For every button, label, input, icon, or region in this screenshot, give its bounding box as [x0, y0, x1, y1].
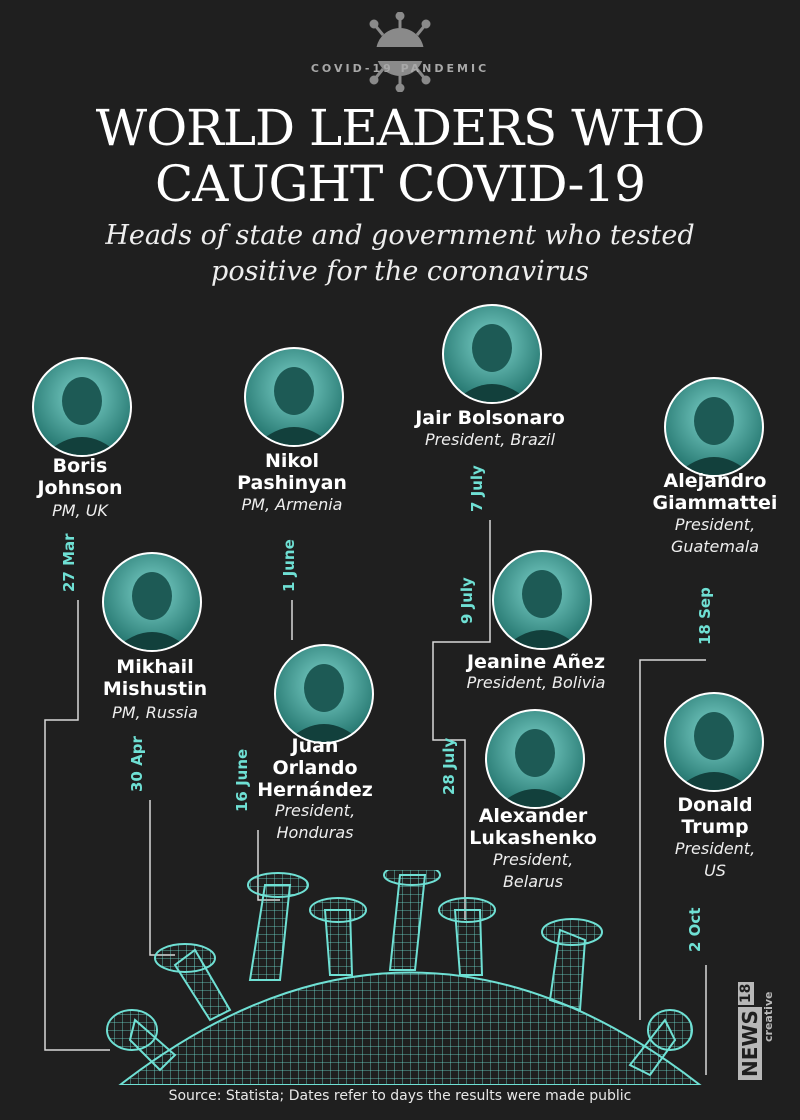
test-date: 1 June — [280, 539, 298, 592]
test-date: 30 Apr — [128, 736, 146, 792]
covid-badge: COVID-19 PANDEMIC — [300, 11, 500, 96]
leader-photo — [102, 552, 202, 652]
leader-name: Mikhail Mishustin — [102, 656, 208, 700]
leader-name: Juan Orlando Hernández — [257, 735, 373, 801]
subtitle-line: positive for the coronavirus — [211, 256, 589, 287]
badge-text: COVID-19 PANDEMIC — [310, 62, 490, 75]
leader-photo — [664, 692, 764, 792]
test-date: 16 June — [233, 748, 251, 812]
leader-name: Jeanine Añez — [466, 651, 606, 673]
leader-role: President, US — [674, 839, 756, 880]
leader-name: Donald Trump — [677, 794, 753, 838]
leader-photo — [485, 709, 585, 809]
subtitle-line: Heads of state and government who tested — [105, 220, 695, 251]
title-line: WORLD LEADERS WHO — [95, 99, 705, 157]
test-date: 18 Sep — [696, 587, 714, 645]
leader-photo — [274, 644, 374, 744]
leader-role: President, Belarus — [492, 850, 574, 891]
leader-role: PM, UK — [52, 501, 108, 520]
news18-logo: NEWS18 creative — [738, 980, 798, 1080]
test-date: 2 Oct — [686, 907, 704, 952]
leader-role: President, Honduras — [274, 801, 356, 842]
leader-role: PM, Armenia — [241, 495, 343, 514]
leader-name: Jair Bolsonaro — [415, 407, 565, 429]
leader-photo — [32, 357, 132, 457]
virus-illustration — [106, 870, 702, 1085]
leader-photo — [442, 304, 542, 404]
leader-name: Nikol Pashinyan — [237, 450, 347, 494]
title-line: CAUGHT COVID-19 — [154, 155, 646, 213]
leader-role: President, Guatemala — [670, 515, 760, 556]
leader-role: PM, Russia — [112, 703, 198, 722]
leader-name: Alejandro Giammattei — [652, 470, 778, 514]
leader-photo — [664, 377, 764, 477]
test-date: 9 July — [458, 577, 476, 624]
leader-name: Alexander Lukashenko — [469, 805, 597, 849]
leader-photo — [244, 347, 344, 447]
leader-role: President, Bolivia — [466, 673, 606, 692]
source-note: Source: Statista; Dates refer to days th… — [168, 1088, 632, 1104]
leader-photo — [492, 550, 592, 650]
virus-icon — [340, 11, 460, 93]
page-title: WORLD LEADERS WHO CAUGHT COVID-19 — [0, 100, 800, 212]
test-date: 27 Mar — [60, 533, 78, 592]
leader-name: Boris Johnson — [37, 455, 123, 499]
test-date: 7 July — [468, 465, 486, 512]
leader-role: President, Brazil — [424, 430, 556, 449]
test-date: 28 July — [440, 737, 458, 795]
subtitle: Heads of state and government who tested… — [0, 218, 800, 290]
